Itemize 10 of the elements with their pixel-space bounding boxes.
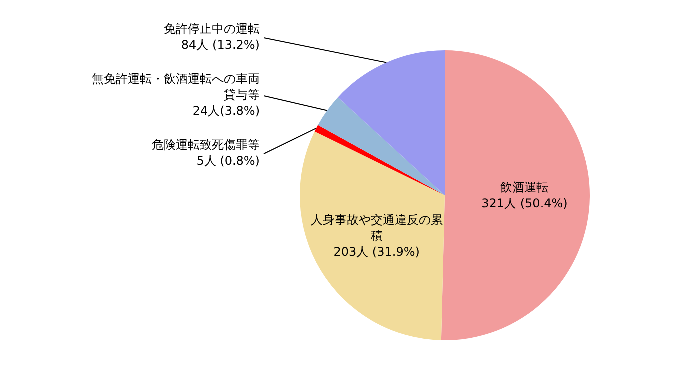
slice-label: 免許停止中の運転 [164, 22, 260, 36]
data-label: 203人 (31.9%) [334, 244, 420, 259]
slice-label: 飲酒運転 [500, 180, 549, 195]
data-label: 84人 (13.2%) [181, 38, 260, 52]
data-label: 24人(3.8%) [192, 104, 260, 118]
slice-label: 無免許運転・飲酒運転への車両貸与等 [92, 72, 260, 102]
slice-label: 危険運転致死傷罪等 [152, 138, 260, 152]
data-label: 5人 (0.8%) [196, 154, 260, 168]
slice-label: 人身事故や交通違反の累積 [310, 212, 443, 243]
data-label: 321人 (50.4%) [482, 196, 568, 211]
